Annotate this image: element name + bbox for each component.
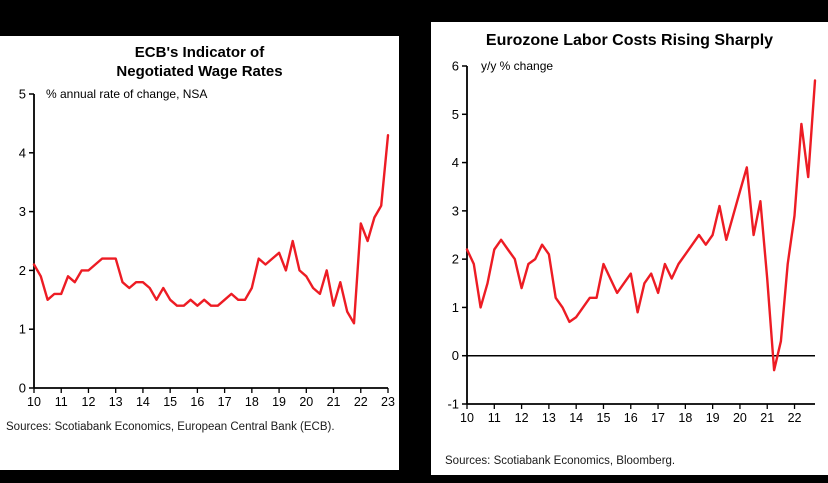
svg-text:15: 15 — [163, 395, 177, 409]
svg-text:12: 12 — [82, 395, 96, 409]
svg-text:11: 11 — [55, 395, 68, 409]
svg-text:5: 5 — [19, 87, 26, 102]
chart-area-negotiated-wages: 0 1 2 3 4 5 10 11 12 13 14 15 16 17 18 19 20 21 22 23 % ann… — [0, 82, 399, 412]
svg-text:21: 21 — [327, 395, 341, 409]
svg-text:4: 4 — [452, 155, 459, 170]
svg-text:10: 10 — [460, 411, 474, 425]
svg-text:3: 3 — [19, 204, 26, 219]
svg-text:0: 0 — [452, 348, 459, 363]
svg-text:19: 19 — [272, 395, 286, 409]
svg-text:17: 17 — [218, 395, 232, 409]
svg-text:11: 11 — [488, 411, 501, 425]
svg-text:22: 22 — [354, 395, 368, 409]
svg-text:23: 23 — [381, 395, 395, 409]
chart-title-line-2: Negotiated Wage Rates — [116, 62, 283, 80]
source-note-left: Sources: Scotiabank Economics, European … — [6, 421, 335, 433]
svg-text:1: 1 — [452, 300, 459, 315]
svg-text:17: 17 — [651, 411, 665, 425]
svg-text:10: 10 — [27, 395, 41, 409]
svg-text:2: 2 — [19, 263, 26, 278]
svg-text:6: 6 — [452, 59, 459, 74]
svg-text:4: 4 — [19, 145, 26, 160]
chart-title-line-1: ECB's Indicator of — [134, 44, 265, 61]
svg-text:-1: -1 — [447, 397, 459, 412]
y-axis-annotation-right: y/y % change — [481, 59, 554, 73]
chart-title-negotiated-wages: ECB's Indicator of Negotiated Wage Rates — [0, 36, 399, 82]
chart-title-labor-costs: Eurozone Labor Costs Rising Sharply — [431, 22, 828, 54]
svg-text:20: 20 — [733, 411, 747, 425]
svg-text:5: 5 — [452, 107, 459, 122]
svg-text:20: 20 — [299, 395, 313, 409]
svg-text:16: 16 — [624, 411, 638, 425]
svg-text:21: 21 — [760, 411, 774, 425]
svg-text:12: 12 — [515, 411, 529, 425]
svg-text:22: 22 — [788, 411, 802, 425]
svg-text:0: 0 — [19, 381, 26, 396]
chart-panel-negotiated-wages: ECB's Indicator of Negotiated Wage Rates… — [0, 36, 399, 470]
svg-text:13: 13 — [109, 395, 123, 409]
svg-text:15: 15 — [597, 411, 611, 425]
y-axis-annotation-left: % annual rate of change, NSA — [46, 87, 208, 101]
svg-text:18: 18 — [678, 411, 692, 425]
chart-panel-labor-costs: Eurozone Labor Costs Rising Sharply -1 0 1… — [431, 22, 828, 475]
source-note-right: Sources: Scotiabank Economics, Bloomberg… — [445, 455, 676, 468]
svg-text:19: 19 — [706, 411, 720, 425]
chart-title-line-1: Eurozone Labor Costs Rising Sharply — [485, 32, 774, 49]
svg-text:13: 13 — [542, 411, 556, 425]
svg-text:16: 16 — [190, 395, 204, 409]
svg-text:18: 18 — [245, 395, 259, 409]
svg-text:3: 3 — [452, 203, 459, 218]
svg-text:14: 14 — [569, 411, 583, 425]
chart-area-labor-costs: -1 0 1 2 3 4 5 6 10 11 12 13 14 15 16 17 18 19 20 21 22 y/y … — [431, 54, 828, 430]
svg-text:14: 14 — [136, 395, 150, 409]
svg-text:1: 1 — [19, 322, 26, 337]
svg-text:2: 2 — [452, 252, 459, 267]
